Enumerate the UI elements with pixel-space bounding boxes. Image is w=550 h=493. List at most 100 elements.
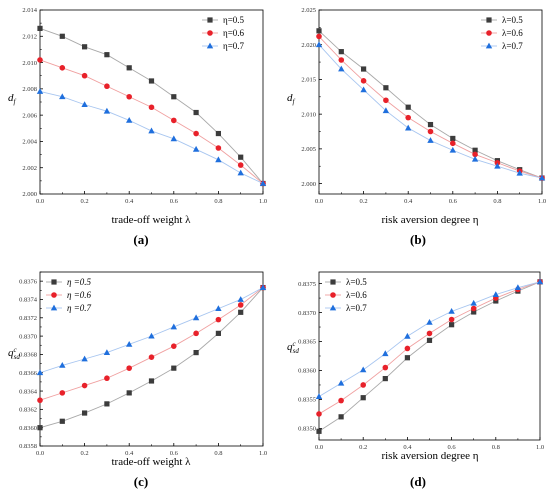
legend-marker (51, 279, 57, 285)
data-point (59, 33, 65, 39)
data-point (237, 169, 244, 176)
series-3 (36, 88, 267, 186)
data-point (536, 278, 544, 285)
data-point (171, 94, 177, 100)
data-point (215, 305, 222, 312)
data-point (215, 130, 221, 137)
y-tick-label: 2.005 (301, 146, 316, 153)
data-point (450, 135, 456, 142)
legend-label: η=0.7 (223, 41, 245, 51)
data-point (148, 378, 155, 384)
data-point (171, 365, 177, 371)
y-tick-label: 0.8372 (19, 315, 37, 322)
y-tick-label: 0.8370 (19, 333, 37, 340)
data-point (404, 355, 410, 361)
x-tick-label: 1.0 (536, 444, 544, 451)
x-tick-label: 0.2 (81, 198, 89, 205)
series-2 (316, 279, 543, 417)
y-tick-label: 0.8350 (298, 426, 316, 433)
data-point (238, 309, 244, 315)
data-point (404, 345, 411, 352)
data-point (37, 397, 43, 404)
data-point (215, 316, 222, 323)
series-3 (36, 284, 267, 376)
legend-label: λ=0.5 (502, 15, 523, 25)
data-point (259, 284, 267, 290)
data-point (59, 418, 65, 424)
series-3 (315, 278, 544, 399)
data-point (193, 349, 199, 356)
legend-label: λ=0.6 (502, 28, 523, 38)
series-line (318, 30, 543, 179)
data-point (450, 140, 456, 147)
y-tick-label: 0.8355 (298, 397, 316, 404)
data-point (472, 147, 478, 153)
data-point (148, 354, 155, 360)
panel-label: (a) (133, 232, 148, 247)
legend: λ=0.5 λ=0.6 λ=0.7 (325, 277, 367, 313)
y-tick-label: 2.002 (22, 165, 37, 172)
data-point (470, 299, 477, 306)
x-tick-label: 0.8 (493, 198, 501, 205)
data-point (126, 117, 133, 123)
data-point (494, 162, 501, 169)
data-point (360, 382, 367, 388)
data-point (494, 159, 501, 166)
data-point (405, 104, 411, 110)
legend-marker (486, 17, 492, 23)
x-tick-label: 0.2 (359, 444, 367, 451)
x-tick-label: 0.0 (36, 198, 44, 205)
data-point (382, 107, 390, 114)
y-tick-label: 2.025 (301, 7, 316, 14)
data-point (59, 65, 66, 71)
data-point (338, 49, 344, 55)
data-point (59, 93, 66, 100)
x-axis-label: risk aversion degree η (381, 214, 478, 226)
data-point (383, 85, 389, 91)
x-tick-label: 0.4 (403, 444, 412, 451)
data-point (404, 332, 411, 339)
legend-marker (207, 17, 213, 23)
legend-label: η=0.6 (223, 28, 245, 38)
data-point (315, 393, 323, 399)
data-point (81, 101, 88, 108)
data-point (448, 316, 455, 323)
y-tick-label: 0.8375 (298, 281, 316, 288)
data-point (427, 121, 434, 128)
legend-marker (329, 304, 337, 311)
y-axis-label: qc sd (8, 346, 20, 361)
y-tick-label: 0.8366 (19, 370, 38, 377)
data-point (126, 340, 133, 347)
panel-label: (d) (410, 474, 426, 489)
data-point (492, 291, 499, 297)
data-point (148, 332, 155, 339)
legend-marker (206, 42, 214, 49)
data-point (81, 382, 88, 389)
legend: η=0.5 η=0.6 η=0.7 (202, 15, 245, 51)
x-tick-label: 1.0 (259, 198, 267, 205)
y-tick-label: 2.010 (301, 111, 316, 118)
y-tick-label: 2.000 (301, 181, 316, 188)
x-tick-label: 0.6 (170, 198, 179, 205)
data-point (215, 156, 222, 163)
data-point (382, 350, 389, 357)
data-point (59, 362, 66, 368)
data-point (427, 128, 434, 135)
x-tick-label: 0.2 (81, 450, 89, 457)
x-tick-label: 0.4 (125, 198, 134, 205)
data-point (337, 379, 345, 386)
y-tick-label: 2.000 (22, 191, 37, 198)
chart-panel-a: 0.0 0.2 0.4 0.6 0.8 1.0 2.000 2.002 2.004 2.006 2.… (8, 7, 267, 247)
data-point (238, 154, 244, 160)
data-point (338, 414, 344, 420)
x-tick-label: 0.0 (315, 444, 323, 451)
data-point (426, 330, 433, 337)
data-point (170, 135, 177, 142)
series-2 (37, 57, 266, 187)
data-point (360, 366, 367, 373)
x-tick-label: 0.0 (315, 198, 323, 205)
x-axis-label: risk aversion degree η (381, 450, 478, 462)
data-point (360, 86, 367, 93)
data-point (426, 337, 433, 343)
data-point (426, 319, 433, 325)
